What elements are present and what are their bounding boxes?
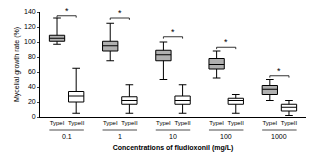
svg-text:TypeII: TypeII xyxy=(121,120,138,126)
svg-text:10: 10 xyxy=(169,133,177,140)
svg-text:80: 80 xyxy=(28,53,36,60)
svg-text:TypeI: TypeI xyxy=(209,120,224,126)
svg-text:TypeI: TypeI xyxy=(50,120,65,126)
svg-text:TypeII: TypeII xyxy=(174,120,191,126)
svg-text:100: 100 xyxy=(220,133,232,140)
svg-text:60: 60 xyxy=(28,68,36,75)
svg-text:TypeI: TypeI xyxy=(262,120,277,126)
svg-text:TypeII: TypeII xyxy=(228,120,245,126)
svg-text:*: * xyxy=(277,66,281,76)
svg-text:*: * xyxy=(171,27,175,37)
svg-text:TypeI: TypeI xyxy=(103,120,118,126)
svg-text:*: * xyxy=(65,6,69,16)
svg-text:TypeII: TypeII xyxy=(281,120,298,126)
svg-text:*: * xyxy=(118,8,122,18)
svg-text:100: 100 xyxy=(24,38,36,45)
svg-text:0: 0 xyxy=(32,113,36,120)
svg-text:20: 20 xyxy=(28,98,36,105)
svg-text:TypeI: TypeI xyxy=(156,120,171,126)
svg-text:140: 140 xyxy=(24,8,36,15)
svg-text:Mycelial growth rate (%): Mycelial growth rate (%) xyxy=(13,27,21,102)
svg-text:TypeII: TypeII xyxy=(68,120,85,126)
svg-text:40: 40 xyxy=(28,83,36,90)
svg-text:120: 120 xyxy=(24,23,36,30)
svg-text:1: 1 xyxy=(118,133,122,140)
svg-text:Concentrations of fludioxonil: Concentrations of fludioxonil (mg/L) xyxy=(113,144,234,152)
svg-text:*: * xyxy=(224,37,228,47)
svg-text:0.1: 0.1 xyxy=(62,133,72,140)
svg-text:1000: 1000 xyxy=(271,133,287,140)
